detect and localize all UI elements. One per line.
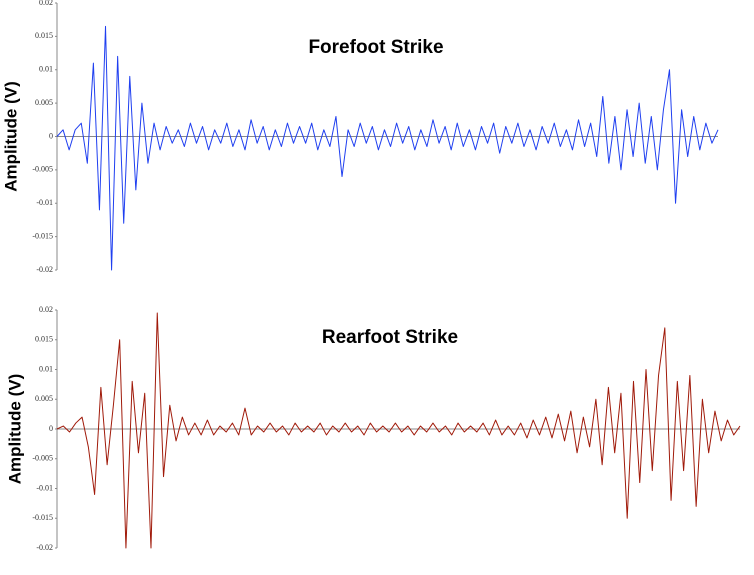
y-tick-label: 0.015 — [35, 335, 53, 344]
y-tick-label: -0.01 — [36, 483, 53, 492]
y-tick-label: -0.01 — [36, 198, 53, 207]
y-axis-label: Amplitude (V) — [5, 374, 24, 485]
chart-title: Rearfoot Strike — [322, 327, 458, 348]
y-tick-label: 0.01 — [39, 364, 53, 373]
y-tick-label: 0.005 — [35, 98, 53, 107]
y-tick-label: 0.005 — [35, 394, 53, 403]
y-tick-label: -0.015 — [32, 231, 53, 240]
y-tick-label: -0.02 — [36, 543, 53, 552]
y-tick-label: 0.01 — [39, 65, 53, 74]
y-tick-label: 0.02 — [39, 0, 53, 7]
signal-line — [56, 25, 719, 271]
y-tick-label: -0.02 — [36, 265, 53, 274]
y-tick-label: 0 — [49, 131, 53, 140]
y-tick-label: 0.02 — [39, 305, 53, 314]
y-tick-label: 0 — [49, 424, 53, 433]
y-tick-label: 0.015 — [35, 31, 53, 40]
signal-line — [56, 312, 741, 549]
chart-title: Forefoot Strike — [308, 37, 443, 58]
y-axis-label: Amplitude (V) — [1, 81, 20, 192]
y-tick-label: -0.005 — [32, 165, 53, 174]
y-tick-label: -0.015 — [32, 513, 53, 522]
y-tick-label: -0.005 — [32, 454, 53, 463]
